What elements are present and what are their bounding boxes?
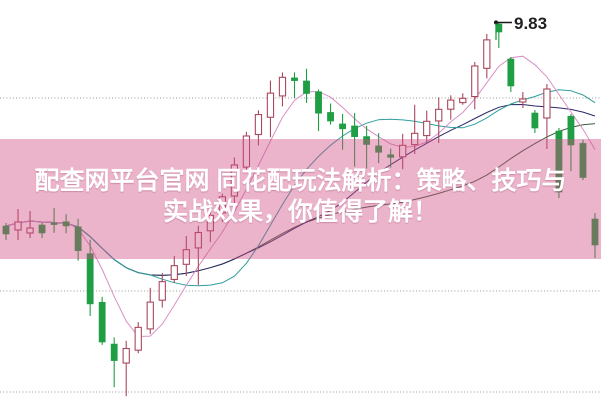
svg-text:9.83: 9.83 — [514, 14, 547, 33]
